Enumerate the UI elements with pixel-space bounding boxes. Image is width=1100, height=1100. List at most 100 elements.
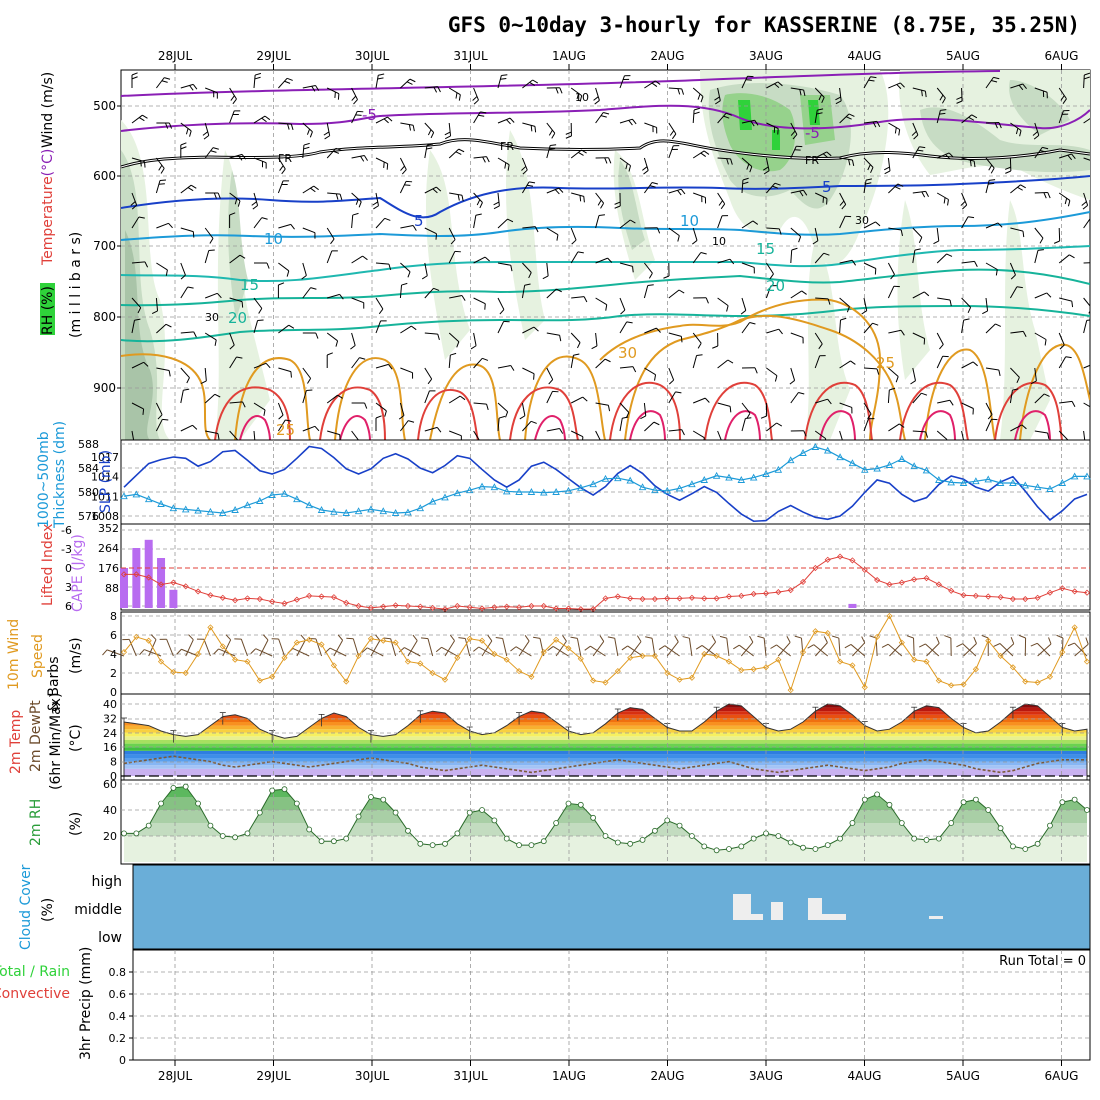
li-point — [812, 564, 819, 572]
thickness-point — [132, 490, 141, 498]
lifted-index-ylabel: Lifted Index — [40, 524, 56, 606]
wind-point — [404, 658, 412, 665]
thickness-point — [194, 506, 202, 514]
li-point — [762, 590, 770, 597]
thickness-tick-label: 588 — [78, 438, 99, 451]
thickness-point — [749, 473, 758, 481]
wind-point — [960, 681, 967, 688]
rh2m-point — [837, 835, 843, 842]
temp-tick-label: 24 — [103, 727, 117, 740]
li-point — [701, 595, 708, 602]
precip-conv-label: Convective — [0, 986, 70, 1002]
pressure-axis: 500 600 700 800 900 — [93, 99, 121, 395]
contour-label: FR — [805, 154, 819, 167]
temperature-ylabel: Temperature(°C) — [40, 149, 56, 266]
wind-point — [454, 654, 461, 661]
rh-ylabel: RH (%) — [40, 286, 56, 335]
li-point — [232, 597, 239, 604]
li-point — [355, 602, 362, 610]
wind-tick-label: 6 — [110, 629, 117, 642]
thickness-point — [391, 509, 400, 516]
rh2m-point — [972, 796, 979, 803]
chart-title: GFS 0~10day 3-hourly for KASSERINE (8.75… — [448, 13, 1080, 37]
rh2m-point — [1059, 799, 1066, 806]
thickness-point — [280, 489, 289, 497]
rh2m-point — [232, 834, 239, 841]
thickness-point — [589, 480, 597, 488]
wind-point — [861, 684, 868, 691]
contour-label: 10 — [680, 212, 699, 230]
wind-point — [948, 682, 955, 689]
wind-point — [306, 636, 313, 643]
thickness-point — [614, 474, 622, 482]
li-point — [1034, 594, 1041, 601]
li-point — [676, 595, 683, 602]
li-tick-label: 0 — [65, 562, 72, 575]
wind-point — [738, 667, 745, 674]
thickness-point — [515, 488, 523, 495]
thickness-point — [268, 491, 276, 498]
cloud-level-label: low — [98, 930, 122, 946]
rh2m-point — [219, 833, 226, 839]
thickness-ylabel2: Thickness (dm) — [52, 421, 68, 529]
li-point — [491, 604, 498, 611]
wind-grid — [121, 612, 1090, 694]
rh2m-point — [503, 835, 510, 842]
li-tick-label: 6 — [65, 600, 72, 613]
rh2m-point — [874, 791, 881, 798]
pressure-tick-label: 600 — [93, 169, 116, 183]
date-tick-label: 1AUG — [552, 49, 586, 63]
wind-point — [985, 637, 992, 644]
bottom-date-axis: 28JUL 29JUL 30JUL 31JUL 1AUG 2AUG 3AUG 4AUG 5AUG… — [158, 1060, 1078, 1083]
li-point — [553, 605, 560, 612]
thickness-point — [712, 471, 721, 479]
wind-point — [256, 677, 263, 684]
rh2m-point — [960, 799, 967, 806]
wind-panel: 8 6 4 2 0 10m Wind Speed & Barbs (m/s) — [6, 610, 1091, 712]
wind-point — [1083, 658, 1091, 665]
rh2m-point — [1071, 796, 1078, 803]
wind-point — [664, 669, 671, 677]
thickness-point — [675, 484, 684, 492]
wind-point — [392, 639, 399, 646]
thickness-point — [157, 500, 165, 507]
rh2m-point — [133, 830, 140, 837]
thickness-point — [256, 497, 264, 504]
wind-point — [762, 664, 770, 671]
thickness-point — [861, 465, 869, 473]
slp-ylabel: SLP (mb) — [98, 450, 114, 513]
wind-point — [1059, 649, 1066, 656]
rh2m-point — [701, 843, 708, 850]
cape-bar — [120, 568, 128, 608]
li-point — [293, 596, 300, 603]
run-total-label: Run Total = 0 — [999, 954, 1086, 969]
temp2m-ylabel: 2m Temp — [8, 710, 24, 774]
thickness-point — [626, 476, 634, 484]
wind-axis: 8 6 4 2 0 — [110, 610, 117, 699]
date-tick-label: 2AUG — [651, 49, 685, 63]
date-tick-label: 28JUL — [158, 49, 193, 63]
date-tick-label: 3AUG — [749, 49, 783, 63]
li-point — [837, 553, 844, 560]
wind-point — [799, 649, 807, 656]
rh-legend-swatch — [40, 283, 55, 335]
contour-label: 5 — [822, 178, 832, 196]
thickness-point — [947, 478, 955, 486]
wind-point — [898, 639, 905, 646]
wind-point — [824, 630, 831, 637]
wind-point — [269, 673, 276, 680]
thickness-point — [959, 479, 968, 486]
li-point — [972, 592, 979, 599]
rh2m-point — [318, 838, 325, 845]
wind-point — [503, 656, 510, 663]
li-point — [614, 593, 621, 600]
thickness-point — [120, 492, 128, 500]
li-point — [1022, 595, 1029, 603]
date-tick-label: 5AUG — [946, 1069, 980, 1083]
slp-tick-label: 1014 — [91, 471, 119, 484]
thickness-point — [564, 486, 573, 494]
rh2m-point — [738, 843, 745, 850]
wind-point — [244, 658, 251, 665]
contour-label: 10 — [264, 230, 283, 248]
li-point — [330, 594, 337, 601]
